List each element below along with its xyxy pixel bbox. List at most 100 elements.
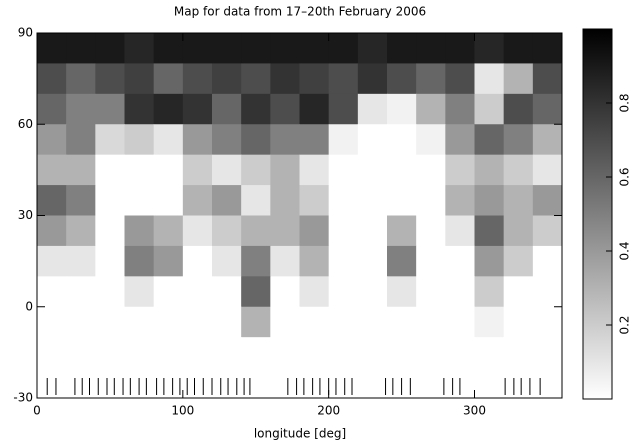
heatmap-cell bbox=[37, 367, 67, 399]
heatmap-cell bbox=[37, 33, 67, 64]
heatmap-cell bbox=[445, 215, 475, 247]
heatmap-cell bbox=[95, 337, 125, 369]
heatmap-cell bbox=[474, 124, 505, 156]
heatmap-cell bbox=[182, 33, 213, 64]
heatmap-cell bbox=[532, 154, 563, 186]
heatmap-cell bbox=[66, 276, 96, 308]
heatmap-cell bbox=[328, 215, 359, 247]
heatmap-cell bbox=[241, 124, 271, 156]
heatmap-cell bbox=[182, 276, 213, 308]
heatmap-cell bbox=[416, 185, 446, 216]
heatmap-cell bbox=[153, 306, 184, 338]
colorbar-tick-label: 0.2 bbox=[618, 315, 632, 334]
heatmap-cell bbox=[416, 154, 446, 186]
heatmap-cell bbox=[416, 337, 446, 369]
heatmap-cell bbox=[357, 185, 388, 216]
heatmap-cell bbox=[357, 154, 388, 186]
heatmap-cell bbox=[474, 93, 505, 125]
x-tick-label: 0 bbox=[33, 404, 41, 418]
heatmap-cell bbox=[532, 215, 563, 247]
heatmap-cell bbox=[299, 185, 330, 216]
heatmap-cell bbox=[270, 306, 300, 338]
heatmap-cell bbox=[503, 215, 534, 247]
heatmap-cell bbox=[503, 63, 534, 95]
heatmap-cell bbox=[212, 93, 242, 125]
heatmap-cell bbox=[503, 93, 534, 125]
heatmap-cell bbox=[241, 63, 271, 95]
heatmap-cell bbox=[445, 306, 475, 338]
heatmap-cell bbox=[474, 33, 505, 64]
heatmap-cell bbox=[445, 33, 475, 64]
heatmap-cell bbox=[66, 63, 96, 95]
heatmap-cell bbox=[328, 276, 359, 308]
heatmap-cell bbox=[328, 33, 359, 64]
heatmap-cell bbox=[503, 185, 534, 216]
colorbar bbox=[582, 28, 613, 400]
heatmap-cell bbox=[299, 33, 330, 64]
heatmap-cell bbox=[182, 367, 213, 399]
heatmap-cell bbox=[270, 154, 300, 186]
heatmap-cell bbox=[474, 154, 505, 186]
heatmap-cell bbox=[328, 306, 359, 338]
heatmap-cell bbox=[182, 245, 213, 277]
heatmap-cell bbox=[387, 154, 417, 186]
heatmap-cell bbox=[95, 245, 125, 277]
heatmap-cell bbox=[357, 367, 388, 399]
heatmap-cell bbox=[532, 337, 563, 369]
heatmap-cell bbox=[270, 245, 300, 277]
heatmap-cell bbox=[95, 367, 125, 399]
heatmap-cell bbox=[532, 185, 563, 216]
x-tick-label: 200 bbox=[317, 404, 340, 418]
heatmap-cell bbox=[124, 33, 155, 64]
heatmap-cell bbox=[503, 367, 534, 399]
heatmap-cell bbox=[270, 276, 300, 308]
heatmap-cell bbox=[416, 215, 446, 247]
heatmap-cell bbox=[66, 185, 96, 216]
heatmap-cell bbox=[416, 276, 446, 308]
heatmap-cell bbox=[299, 306, 330, 338]
y-tick-label: 0 bbox=[25, 299, 33, 313]
heatmap-cell bbox=[270, 367, 300, 399]
heatmap-cell bbox=[153, 215, 184, 247]
heatmap-cell bbox=[212, 306, 242, 338]
x-axis-label: longitude [deg] bbox=[254, 427, 346, 441]
heatmap-cell bbox=[124, 93, 155, 125]
heatmap-cell bbox=[153, 154, 184, 186]
heatmap-cell bbox=[445, 185, 475, 216]
heatmap-cell bbox=[95, 215, 125, 247]
heatmap-cell bbox=[474, 215, 505, 247]
heatmap-cell bbox=[416, 93, 446, 125]
heatmap-cell bbox=[299, 367, 330, 399]
heatmap-cell bbox=[445, 245, 475, 277]
heatmap-cell bbox=[270, 124, 300, 156]
heatmap-cell bbox=[153, 33, 184, 64]
heatmap-cell bbox=[241, 245, 271, 277]
heatmap-cell bbox=[66, 154, 96, 186]
heatmap-cell bbox=[153, 124, 184, 156]
heatmap-cell bbox=[503, 276, 534, 308]
heatmap-cell bbox=[66, 124, 96, 156]
heatmap-cell bbox=[416, 124, 446, 156]
heatmap-cell bbox=[66, 306, 96, 338]
heatmap-cell bbox=[241, 215, 271, 247]
heatmap-cell bbox=[445, 276, 475, 308]
heatmap-cell bbox=[299, 154, 330, 186]
heatmap-cell bbox=[270, 185, 300, 216]
heatmap-cell bbox=[212, 185, 242, 216]
heatmap-cell bbox=[357, 215, 388, 247]
y-tick-label: -30 bbox=[13, 391, 33, 405]
heatmap-cell bbox=[153, 367, 184, 399]
heatmap-cell bbox=[416, 306, 446, 338]
heatmap-cell bbox=[299, 245, 330, 277]
heatmap-cell bbox=[474, 276, 505, 308]
heatmap-cell bbox=[66, 93, 96, 125]
heatmap-cell bbox=[37, 93, 67, 125]
heatmap-cell bbox=[37, 245, 67, 277]
heatmap-cell bbox=[95, 93, 125, 125]
heatmap-cell bbox=[182, 185, 213, 216]
heatmap-cell bbox=[445, 337, 475, 369]
heatmap-cell bbox=[387, 276, 417, 308]
heatmap-cell bbox=[270, 33, 300, 64]
heatmap-cell bbox=[387, 306, 417, 338]
